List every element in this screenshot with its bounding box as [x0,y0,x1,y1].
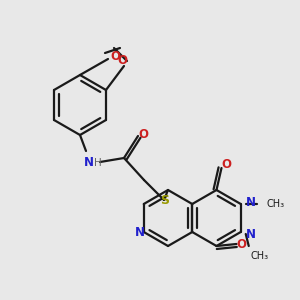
Text: H: H [94,158,102,168]
Text: N: N [135,226,145,238]
Text: N: N [84,157,94,169]
Text: O: O [138,128,148,140]
Text: CH₃: CH₃ [251,251,269,261]
Text: O: O [117,53,127,67]
Text: CH₃: CH₃ [267,199,285,209]
Text: O: O [221,158,232,172]
Text: N: N [246,196,256,208]
Text: O: O [236,238,247,250]
Text: S: S [160,194,169,206]
Text: N: N [246,227,256,241]
Text: O: O [110,50,120,64]
